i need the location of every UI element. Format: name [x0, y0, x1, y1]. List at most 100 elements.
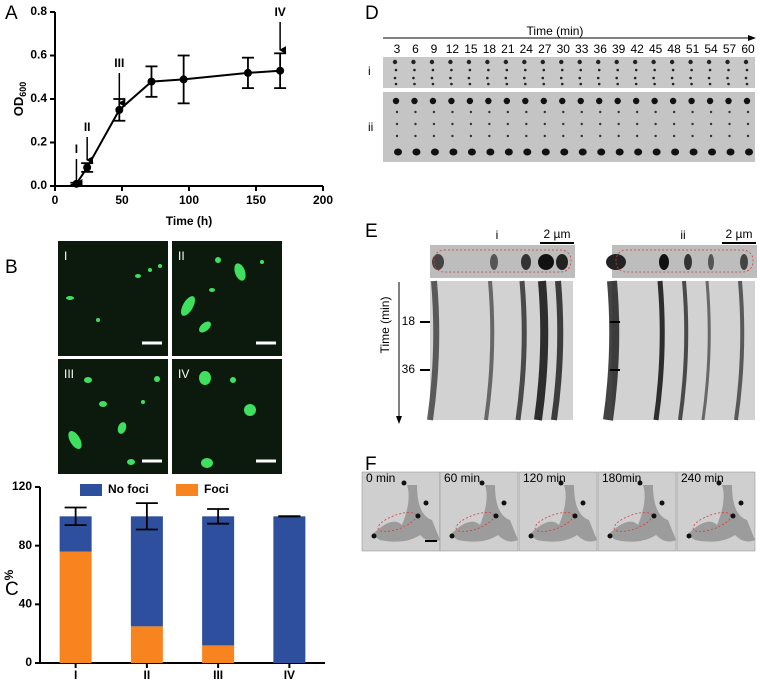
time-label: 39 [612, 42, 626, 56]
data-point [83, 163, 92, 172]
frame-label: 60 min [444, 471, 480, 485]
frame-label: 240 min [681, 471, 724, 485]
scale-label: 2 µm [726, 227, 753, 241]
focus [743, 97, 751, 105]
data-point [243, 68, 252, 77]
focus [468, 82, 472, 86]
focus [726, 76, 729, 80]
time-label: 3 [394, 42, 401, 56]
time-label: 57 [723, 42, 737, 56]
x-tick-label: II [144, 668, 151, 682]
x-axis-label: Time (h) [166, 214, 212, 228]
focus [651, 513, 657, 519]
focus [522, 97, 529, 105]
focus [727, 68, 730, 72]
focus [580, 134, 583, 138]
x-tick-label: I [74, 668, 77, 682]
focus [479, 480, 485, 486]
focus [599, 134, 602, 138]
kymo-track [678, 280, 689, 421]
focus [725, 97, 732, 105]
focus [614, 97, 621, 105]
annotation: II [84, 120, 91, 134]
focus [430, 148, 439, 156]
cell [201, 458, 213, 468]
y-axis-label-subscript: 600 [18, 82, 28, 97]
y-tick-label: 0.8 [30, 4, 47, 18]
axis-label: Time (min) [378, 297, 392, 354]
focus [706, 97, 714, 105]
focus [423, 500, 429, 506]
cell [96, 318, 100, 322]
focus [560, 68, 564, 72]
image-label: II [178, 249, 185, 263]
focus [652, 148, 661, 156]
focus [562, 122, 565, 126]
focus [740, 254, 748, 270]
time-label: 51 [686, 42, 700, 56]
focus [541, 148, 550, 156]
focus [577, 97, 584, 105]
cell [66, 296, 74, 300]
x-tick-label: 200 [313, 193, 333, 207]
bar-segment [130, 516, 163, 627]
panel-letter: F [365, 454, 377, 475]
focus [634, 68, 638, 72]
time-label: 9 [431, 42, 438, 56]
focus [414, 134, 417, 138]
time-label: 33 [575, 42, 589, 56]
focus [432, 122, 436, 126]
focus [543, 110, 546, 114]
focus [430, 76, 434, 80]
focus [743, 59, 749, 65]
focus [672, 122, 676, 126]
focus [728, 122, 731, 126]
data-point [115, 105, 124, 114]
image-label: IV [178, 367, 189, 381]
focus [562, 134, 565, 138]
focus [671, 148, 680, 156]
scale-label: 2 µm [544, 227, 571, 241]
focus [707, 76, 711, 80]
focus [432, 110, 436, 114]
tick-label: 36 [402, 362, 416, 376]
focus [448, 59, 453, 65]
focus [746, 134, 750, 138]
focus [689, 148, 698, 156]
focus [451, 122, 454, 126]
time-label: 6 [412, 42, 419, 56]
focus [597, 148, 606, 156]
y-tick-label: 0.6 [30, 48, 47, 62]
cells [450, 485, 518, 542]
cells [608, 485, 676, 542]
focus [413, 82, 416, 86]
focus [690, 82, 693, 86]
annotation: IV [274, 5, 285, 19]
cells [372, 485, 440, 542]
kymo-track [653, 280, 665, 421]
focus [688, 59, 693, 65]
focus [394, 82, 398, 86]
focus [716, 480, 722, 486]
tick-label: 18 [402, 314, 416, 328]
focus [486, 148, 495, 156]
cell [234, 263, 246, 281]
focus [560, 82, 564, 86]
cell [99, 401, 107, 407]
focus [633, 76, 637, 80]
focus [395, 122, 399, 126]
image-label: III [64, 367, 74, 381]
focus [659, 254, 669, 270]
focus [469, 134, 473, 138]
image-label: I [64, 249, 67, 263]
x-tick-label: IV [284, 668, 295, 682]
focus [505, 82, 509, 86]
frame-label: 0 min [366, 471, 395, 485]
cell [148, 268, 152, 272]
focus [506, 110, 510, 114]
focus [616, 82, 619, 86]
focus [490, 254, 498, 270]
y-tick-label: 40 [19, 597, 33, 611]
